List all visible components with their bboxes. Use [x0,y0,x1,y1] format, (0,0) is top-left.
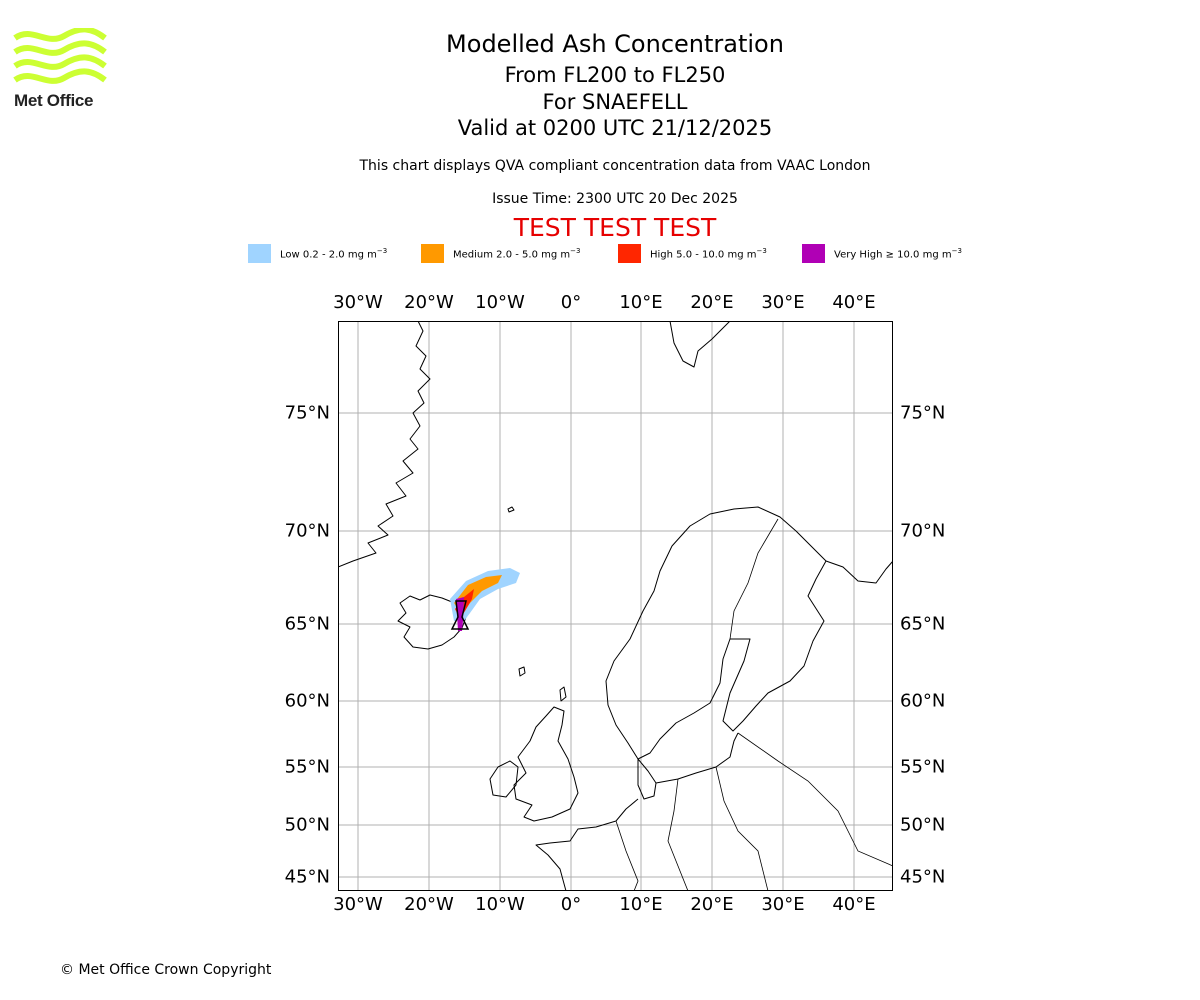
legend-label-low: Low 0.2 - 2.0 mg m−3 [280,246,388,261]
lon-tick-bottom-20e: 20°E [690,894,734,915]
flight-level-range: From FL200 to FL250 [504,63,726,87]
lon-tick-top-30e: 30°E [761,292,805,313]
country-borders [615,518,893,891]
legend-item-low: Low 0.2 - 2.0 mg m−3 [248,244,387,263]
coastline-svalbard [669,321,731,368]
coastline-scandinavia [605,506,827,760]
chart-description: This chart displays QVA compliant concen… [359,158,871,174]
ash-area-low [450,568,520,621]
lon-tick-bottom-10w: 10°W [475,894,525,915]
legend-swatch-medium [421,244,444,263]
ash-concentration-map [338,321,893,891]
lon-tick-bottom-40e: 40°E [832,894,876,915]
copyright-notice: © Met Office Crown Copyright [60,962,272,978]
ash-area-very-high [456,597,464,631]
met-office-logo-text: Met Office [14,91,94,110]
legend-label-very-high: Very High ≥ 10.0 mg m−3 [834,246,962,261]
coastline-iceland [397,594,467,650]
coastline-faroes [518,666,526,677]
coastline-ireland [489,760,519,798]
lat-tick-left-55n: 55°N [284,756,330,778]
lat-tick-right-45n: 45°N [900,866,946,888]
lon-tick-top-40e: 40°E [832,292,876,313]
lon-tick-top-20e: 20°E [690,292,734,313]
lon-tick-bottom-20w: 20°W [404,894,454,915]
valid-time: Valid at 0200 UTC 21/12/2025 [457,116,773,140]
legend-swatch-low [248,244,271,263]
met-office-logo: Met Office [12,26,112,114]
lat-tick-right-55n: 55°N [900,756,946,778]
lon-tick-top-20w: 20°W [404,292,454,313]
lat-tick-right-65n: 65°N [900,613,946,635]
lat-tick-right-70n: 70°N [900,520,946,542]
lat-tick-left-50n: 50°N [284,814,330,836]
lon-tick-bottom-30w: 30°W [333,894,383,915]
issue-time: Issue Time: 2300 UTC 20 Dec 2025 [492,191,738,207]
legend-item-high: High 5.0 - 10.0 mg m−3 [618,244,767,263]
lon-tick-top-30w: 30°W [333,292,383,313]
lon-tick-top-10e: 10°E [619,292,663,313]
test-banner: TEST TEST TEST [513,213,717,242]
legend-item-very-high: Very High ≥ 10.0 mg m−3 [802,244,962,263]
map-graticule [338,321,893,891]
lat-tick-left-60n: 60°N [284,690,330,712]
lon-tick-top-0: 0° [560,292,582,313]
lat-tick-right-60n: 60°N [900,690,946,712]
coastline-greenland [338,321,431,568]
legend-swatch-very-high [802,244,825,263]
lat-tick-left-45n: 45°N [284,866,330,888]
lat-tick-right-75n: 75°N [900,402,946,424]
coastlines [338,321,893,891]
coastline-baltic [655,732,739,784]
legend-label-medium: Medium 2.0 - 5.0 mg m−3 [453,246,581,261]
met-office-logo-waves [13,26,107,84]
lon-tick-bottom-30e: 30°E [761,894,805,915]
coastline-denmark [637,758,657,800]
lon-tick-bottom-10e: 10°E [619,894,663,915]
chart-title: Modelled Ash Concentration [446,30,784,58]
coastline-jan-mayen [507,506,515,513]
volcano-name: For SNAEFELL [542,90,688,114]
legend-item-medium: Medium 2.0 - 5.0 mg m−3 [421,244,580,263]
lat-tick-left-65n: 65°N [284,613,330,635]
coastline-western-europe [535,798,639,891]
coastline-great-britain [513,706,579,822]
lon-tick-bottom-0: 0° [560,894,582,915]
lat-tick-left-75n: 75°N [284,402,330,424]
legend-label-high: High 5.0 - 10.0 mg m−3 [650,246,767,261]
coastline-kola [825,560,893,584]
lon-tick-top-10w: 10°W [475,292,525,313]
lat-tick-right-50n: 50°N [900,814,946,836]
ash-cloud [450,568,520,631]
coastline-shetland [559,686,567,702]
volcano-source-marker [450,600,470,630]
legend-swatch-high [618,244,641,263]
lat-tick-left-70n: 70°N [284,520,330,542]
map-frame [338,321,893,891]
